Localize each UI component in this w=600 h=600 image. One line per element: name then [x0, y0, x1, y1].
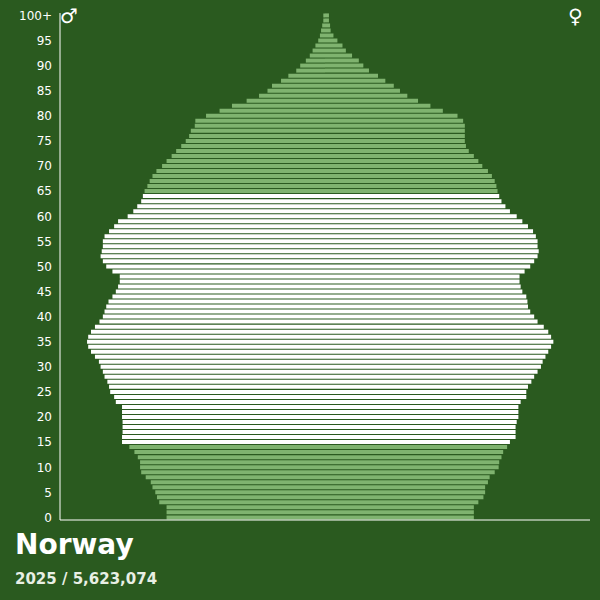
- svg-text:50: 50: [37, 260, 52, 274]
- svg-text:95: 95: [37, 34, 52, 48]
- svg-text:45: 45: [37, 285, 52, 299]
- html-text:Norway: Norway: [15, 528, 134, 561]
- svg-text:5: 5: [44, 486, 52, 500]
- svg-text:10: 10: [37, 461, 52, 475]
- svg-text:40: 40: [37, 310, 52, 324]
- svg-text:60: 60: [37, 210, 52, 224]
- svg-text:30: 30: [37, 360, 52, 374]
- html-text:2025 / 5,623,074: 2025 / 5,623,074: [15, 570, 158, 588]
- svg-text:75: 75: [37, 134, 52, 148]
- svg-text:100+: 100+: [19, 9, 52, 23]
- svg-text:65: 65: [37, 184, 52, 198]
- svg-text:70: 70: [37, 159, 52, 173]
- svg-text:80: 80: [37, 109, 52, 123]
- svg-text:55: 55: [37, 235, 52, 249]
- svg-text:85: 85: [37, 84, 52, 98]
- svg-text:90: 90: [37, 59, 52, 73]
- svg-text:20: 20: [37, 410, 52, 424]
- svg-text:25: 25: [37, 385, 52, 399]
- svg-text:15: 15: [37, 435, 52, 449]
- svg-text:0: 0: [44, 511, 52, 525]
- svg-text:35: 35: [37, 335, 52, 349]
